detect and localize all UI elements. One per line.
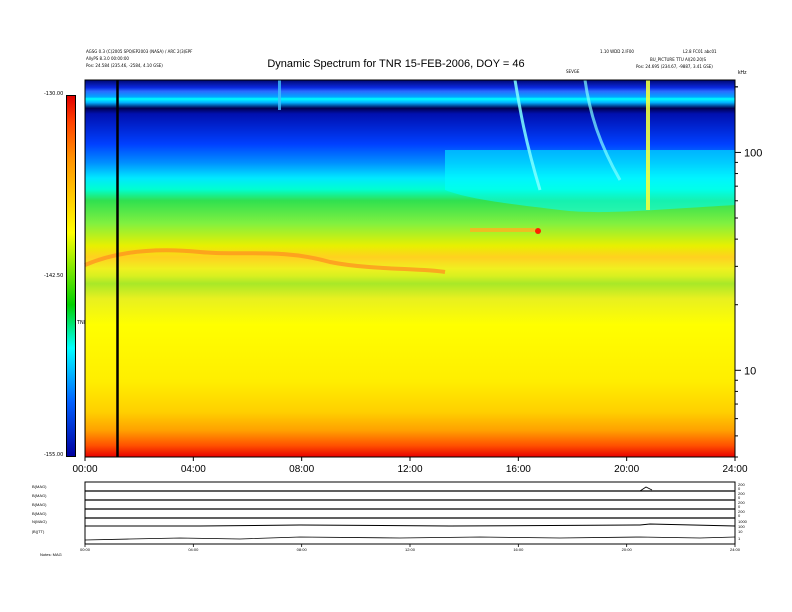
panel-right-tick: 0	[738, 486, 741, 491]
panel-right-tick: 200	[738, 500, 745, 505]
panel-right-tick: 200	[738, 482, 745, 487]
colorbar-tick-min: -155.00	[44, 452, 64, 458]
header-right-line-4: Pos: 24.695 (234.67, -9887, 3.41 GSE)	[636, 64, 713, 69]
panel-label: B(MAG)	[32, 493, 47, 498]
panel-right-tick: 0	[738, 495, 741, 500]
panel-label: B(MAG)	[32, 484, 47, 489]
x-tick-label: 08:00	[289, 464, 314, 475]
bottom-time-axis: 00:00 04:00 08:00 12:00 16:00 20:00 24:00	[80, 544, 741, 552]
bottom-tick-label: 20:00	[622, 547, 633, 552]
cyan-region	[445, 150, 735, 213]
colorbar-tick-max: -130.00	[44, 91, 64, 97]
emission-band	[84, 248, 446, 274]
x-tick-label: 00:00	[72, 464, 97, 475]
panel-trace-spike	[639, 486, 653, 492]
y-tick-label: 100	[744, 147, 762, 159]
top-center-small-label: SEVGE	[566, 69, 580, 74]
colorbar-label: TNR	[77, 320, 88, 326]
bottom-tick-label: 16:00	[513, 547, 524, 552]
colorbar-tick-mid: -142.50	[44, 273, 64, 279]
panel-label: |B|(TT)	[32, 529, 45, 534]
y-tick-label: 10	[744, 365, 756, 377]
panel-right-tick: 10	[738, 529, 743, 534]
burst-4	[278, 80, 281, 110]
header-right-line-1: 1.10 WDD 2.IF00	[600, 49, 634, 54]
bottom-tick-label: 00:00	[80, 547, 91, 552]
colorbar	[66, 95, 76, 457]
header-right-line-3: BU_PICTURE TTU Al(20.20)S	[650, 57, 706, 62]
panel-right-tick: 1000	[738, 519, 748, 524]
panel-right-tick: 100	[738, 524, 745, 529]
x-tick-label: 12:00	[397, 464, 422, 475]
x-tick-label: 20:00	[614, 464, 639, 475]
right-frequency-axis: 100 10	[734, 80, 762, 458]
panel-label: B(MAG)	[32, 502, 47, 507]
x-axis: 00:00 04:00 08:00 12:00 16:00 20:00 24:00	[72, 457, 748, 475]
bright-spot	[535, 228, 541, 234]
header-left-line-2: AllyPS 8.3.0 00:00:00	[86, 56, 129, 61]
panel-right-tick: 1	[738, 536, 741, 541]
panel-label: B(MAG)	[32, 511, 47, 516]
panel-right-tick: 0	[738, 513, 741, 518]
chart-title: Dynamic Spectrum for TNR 15-FEB-2006, DO…	[267, 58, 525, 70]
header-right-line-2: L2.8 FC01 abc01	[683, 49, 717, 54]
bottom-tick-label: 24:00	[730, 547, 741, 552]
burst-2	[583, 79, 622, 181]
panel-trace-5	[85, 523, 736, 527]
panel-right-tick: 0	[738, 504, 741, 509]
header-left-line-1: AGSG 0.3 (C)2005 SPO/EP2003 (NASA) / ARC…	[86, 49, 193, 54]
panel-labels: B(MAG) B(MAG) B(MAG) B(MAG) N(MAG) |B|(TT)	[32, 484, 47, 534]
x-tick-label: 16:00	[506, 464, 531, 475]
panel-label: N(MAG)	[32, 519, 47, 524]
burst-3	[646, 80, 650, 210]
header-left-line-3: Pos: 24.584 (235.46, -2584, 4.10 GSE)	[86, 63, 163, 68]
panel-right-tick: 200	[738, 509, 745, 514]
panel-right-tick: 200	[738, 491, 745, 496]
y-unit-label: kHz	[738, 70, 747, 76]
x-tick-label: 04:00	[181, 464, 206, 475]
panel-trace-6	[84, 536, 736, 541]
bottom-tick-label: 08:00	[297, 547, 308, 552]
footer-label: Notes: MAG	[40, 552, 62, 557]
bottom-tick-label: 12:00	[405, 547, 416, 552]
bottom-tick-label: 04:00	[188, 547, 199, 552]
x-tick-label: 24:00	[722, 464, 747, 475]
burst-1	[513, 79, 542, 191]
